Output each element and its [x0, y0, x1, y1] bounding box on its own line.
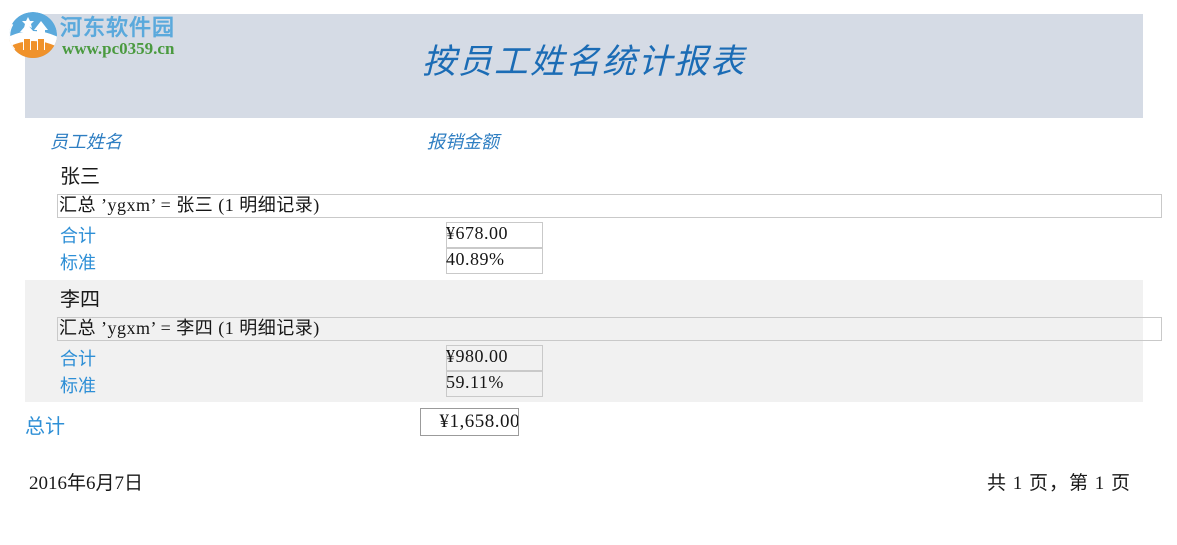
group-row-label: 合计: [60, 349, 96, 369]
footer-date: 2016年6月7日: [29, 473, 144, 494]
group-summary-box: [57, 194, 1162, 218]
column-header-amount: 报销金额: [427, 132, 499, 152]
group-row-label: 标准: [60, 253, 96, 273]
group-employee-name: 张三: [60, 166, 100, 188]
footer-page-info: 共 1 页，第 1 页: [986, 473, 1131, 494]
grand-total-value: ¥1,658.00: [439, 411, 519, 432]
group-row-value-box: [446, 222, 543, 248]
group-row-value-box: [446, 248, 543, 274]
group-row-value-box: [446, 345, 543, 371]
group-summary-text: 汇总 ’ygxm’ = 张三 (1 明细记录): [59, 195, 320, 215]
group-summary-box: [57, 317, 1162, 341]
grand-total-label: 总计: [25, 416, 65, 438]
group-row-value: 59.11%: [446, 372, 504, 392]
group-employee-name: 李四: [60, 289, 100, 311]
group-summary-text: 汇总 ’ygxm’ = 李四 (1 明细记录): [59, 318, 320, 338]
grand-total-box: ¥1,658.00: [420, 408, 519, 436]
group-row-value: ¥980.00: [446, 346, 508, 366]
group-row-value-box: [446, 371, 543, 397]
group-row-value: 40.89%: [446, 249, 505, 269]
report-header-band: [25, 14, 1143, 118]
page-title: 按员工姓名统计报表: [422, 44, 746, 81]
report-group: 张三 汇总 ’ygxm’ = 张三 (1 明细记录) 合计 ¥678.00 标准…: [25, 158, 1162, 278]
group-row-label: 合计: [60, 226, 96, 246]
group-row-value: ¥678.00: [446, 223, 508, 243]
report-group: 李四 汇总 ’ygxm’ = 李四 (1 明细记录) 合计 ¥980.00 标准…: [25, 280, 1162, 402]
group-row-label: 标准: [60, 376, 96, 396]
column-header-employee-name: 员工姓名: [50, 132, 122, 152]
